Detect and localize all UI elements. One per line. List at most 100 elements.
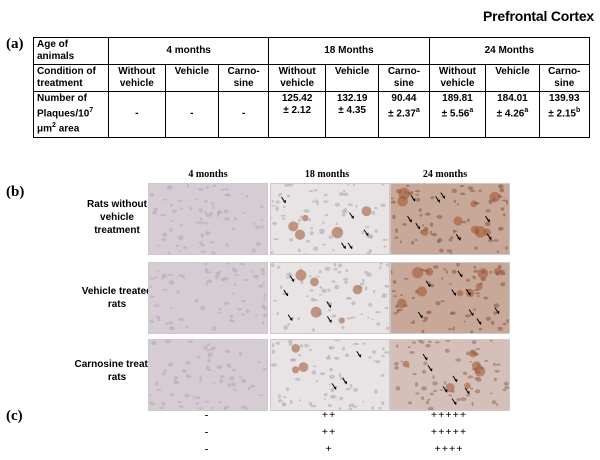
micrograph-24m-carnosine	[390, 339, 510, 411]
score-cell: ++	[321, 426, 337, 438]
cell-text: Without	[118, 66, 156, 77]
micrograph-texture	[391, 184, 509, 254]
row-header-plaques: Number of Plaques/107 μm2 area	[33, 91, 109, 138]
condition-cell: Without vehicle	[108, 64, 166, 92]
micrograph-24m-without-vehicle	[390, 183, 510, 255]
micrograph-texture	[391, 340, 509, 410]
cell-text: Carno-	[548, 66, 581, 77]
score-cell: -	[204, 426, 210, 438]
row-label-text: rats	[107, 372, 127, 383]
row-label-carnosine-treated: Carnosine treated rats	[62, 358, 172, 384]
row-header-age: Age of animals	[33, 37, 109, 65]
row-label-vehicle-treated: Vehicle treated rats	[62, 285, 172, 311]
cell-text: ± 2.15	[548, 108, 576, 120]
row-label-text: Vehicle treated	[81, 286, 153, 297]
column-header-18-months: 18 months	[304, 169, 350, 180]
micrograph-texture	[149, 184, 267, 254]
cell-text: ± 2.37	[388, 108, 416, 120]
table-row: Condition of treatment Without vehicle Ve…	[33, 64, 591, 92]
cell-text: 90.44	[391, 93, 417, 104]
condition-cell: Vehicle	[324, 64, 380, 92]
row-header-condition: Condition of treatment	[33, 64, 109, 92]
value-cell: 132.19 ± 4.35	[324, 91, 380, 138]
column-header-24-months: 24 months	[422, 169, 468, 180]
table-row: Age of animals 4 months 18 Months 24 Mon…	[33, 37, 591, 65]
value-cell: 90.44 ± 2.37a	[378, 91, 430, 138]
cell-text: 189.81	[442, 93, 473, 104]
condition-cell: Without vehicle	[428, 64, 487, 92]
value-cell: 184.01 ± 4.26a	[485, 91, 540, 138]
cell-text: ± 5.56	[441, 108, 470, 120]
cell-text: -	[190, 108, 194, 120]
score-cell: ++++	[434, 443, 464, 455]
cell-text: Condition of	[37, 66, 96, 77]
column-header-4-months: 4 months	[188, 169, 228, 180]
micrograph-18m-vehicle	[270, 262, 390, 334]
condition-cell: Carno-sine	[378, 64, 430, 92]
micrograph-texture	[149, 340, 267, 410]
panel-label-a: (a)	[6, 36, 24, 52]
cell-text: Vehicle	[334, 66, 370, 77]
cell-text: -	[135, 108, 139, 120]
panel-label-c: (c)	[6, 408, 23, 424]
cell-text: ± 4.35	[338, 105, 366, 116]
cell-text: 132.19	[336, 93, 368, 104]
cell-text: ± 4.26	[496, 108, 525, 120]
cell-text: Plaques/10	[37, 108, 90, 120]
condition-cell: Vehicle	[164, 64, 219, 92]
micrograph-18m-carnosine	[270, 339, 390, 411]
value-cell: 125.42 ± 2.12	[268, 91, 326, 138]
value-cell: -	[108, 91, 166, 138]
cell-text: sine	[393, 78, 414, 89]
group-header-4-months: 4 months	[107, 37, 270, 65]
cell-text: 125.42	[281, 93, 313, 104]
micrograph-texture	[271, 263, 389, 333]
plaque-count-table: Age of animals 4 months 18 Months 24 Mon…	[33, 37, 591, 138]
micrograph-4m-without-vehicle	[148, 183, 268, 255]
superscript: 7	[89, 107, 94, 114]
micrograph-4m-vehicle	[148, 262, 268, 334]
cell-text: vehicle	[119, 78, 154, 89]
score-cell: +++++	[430, 426, 468, 438]
row-label-text: rats	[107, 299, 127, 310]
cell-text: Carno-	[227, 66, 260, 77]
micrograph-texture	[391, 263, 509, 333]
score-cell: ++	[321, 409, 337, 421]
table-row: Number of Plaques/107 μm2 area - - - 125…	[33, 91, 591, 138]
score-cell: -	[204, 409, 210, 421]
superscript: a	[415, 107, 420, 114]
panel-label-b: (b)	[6, 184, 25, 200]
score-cell: +	[325, 443, 333, 455]
cell-text: Number of	[37, 93, 87, 104]
superscript: 2	[52, 122, 56, 130]
micrograph-18m-without-vehicle	[270, 183, 390, 255]
cell-text: ± 2.12	[283, 105, 312, 116]
group-header-24-months: 24 Months	[428, 37, 591, 65]
superscript: b	[576, 107, 581, 114]
row-label-text: Rats without	[87, 199, 147, 210]
cell-text: 184.01	[497, 93, 528, 104]
micrograph-24m-vehicle	[390, 262, 510, 334]
cell-text: area	[55, 123, 80, 135]
micrograph-texture	[149, 263, 267, 333]
value-cell: 189.81 ± 5.56a	[428, 91, 487, 138]
cell-text: Carno-	[387, 66, 421, 77]
row-label-text: vehicle	[100, 212, 134, 223]
condition-cell: Carno-sine	[538, 64, 591, 92]
cell-text: treatment	[37, 78, 83, 89]
micrograph-texture	[271, 340, 389, 410]
cell-text: sine	[554, 78, 575, 89]
condition-cell: Carno-sine	[217, 64, 270, 92]
score-cell: +++++	[430, 409, 468, 421]
cell-text: vehicle	[440, 78, 475, 89]
value-cell: -	[217, 91, 270, 138]
row-label-without-vehicle: Rats without vehicle treatment	[62, 198, 172, 237]
group-header-18-months: 18 Months	[268, 37, 430, 65]
superscript: a	[469, 107, 474, 114]
superscript: a	[524, 107, 529, 114]
cell-text: sine	[233, 78, 254, 89]
cell-text: -	[241, 108, 246, 120]
condition-cell: Without vehicle	[268, 64, 326, 92]
row-label-text: Carnosine treated	[74, 359, 160, 370]
figure-title: Prefrontal Cortex	[483, 8, 594, 24]
